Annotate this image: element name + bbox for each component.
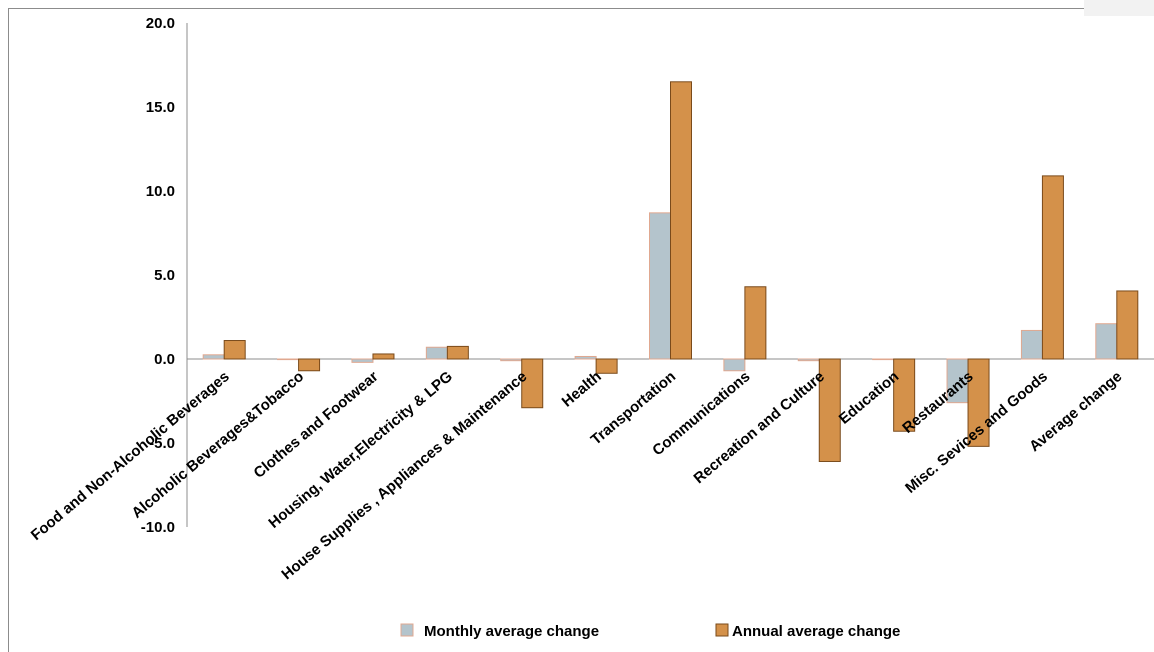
- bar-annual: [818, 358, 841, 462]
- bar-monthly: [277, 358, 300, 361]
- y-tick-label: 10.0: [146, 183, 175, 200]
- x-category-label: Recreation and Culture: [690, 368, 827, 487]
- axes-layer: 20.0 15.0 10.0 5.0 0.0 -5.0 -10.0: [141, 15, 1154, 536]
- bar-annual: [595, 358, 618, 374]
- x-category-label: Health: [559, 368, 605, 410]
- legend-label: Annual average change: [732, 623, 900, 640]
- y-tick-label: -5.0: [149, 435, 175, 452]
- bar-annual: [670, 81, 692, 360]
- y-tick-label: -10.0: [141, 519, 175, 536]
- bar-annual: [446, 345, 469, 360]
- bar-monthly: [797, 358, 820, 362]
- bar-monthly: [649, 212, 671, 360]
- bar-annual: [521, 358, 544, 409]
- y-tick-label: 5.0: [154, 267, 175, 284]
- corner-tab: [1084, 0, 1154, 16]
- y-tick-label: 15.0: [146, 99, 175, 116]
- bar-annual: [1041, 175, 1064, 360]
- bar-annual: [744, 286, 767, 360]
- legend: Monthly average change Annual average cha…: [400, 623, 900, 640]
- chart-frame: [8, 8, 1154, 652]
- bar-annual: [893, 358, 916, 432]
- bars-layer: [202, 81, 1139, 462]
- bar-monthly: [425, 346, 448, 360]
- x-category-label: Education: [836, 368, 902, 428]
- legend-swatch: [715, 623, 729, 637]
- bar-monthly: [723, 358, 746, 372]
- bar-monthly: [202, 354, 225, 360]
- y-tick-label: 0.0: [154, 351, 175, 368]
- bar-annual: [298, 358, 321, 372]
- bar-monthly: [574, 355, 597, 360]
- bar-monthly: [500, 358, 523, 362]
- x-category-label: Clothes and Footwear: [251, 368, 382, 482]
- bar-annual: [223, 340, 246, 360]
- bar-monthly: [872, 358, 895, 361]
- bar-monthly: [1020, 329, 1043, 360]
- legend-label: Monthly average change: [424, 623, 599, 640]
- y-tick-label: 20.0: [146, 15, 175, 32]
- bar-monthly: [351, 358, 374, 363]
- legend-swatch: [400, 623, 414, 637]
- bar-annual: [1116, 290, 1139, 360]
- bar-monthly: [1095, 323, 1118, 360]
- bar-annual: [967, 358, 990, 447]
- bar-annual: [372, 353, 395, 360]
